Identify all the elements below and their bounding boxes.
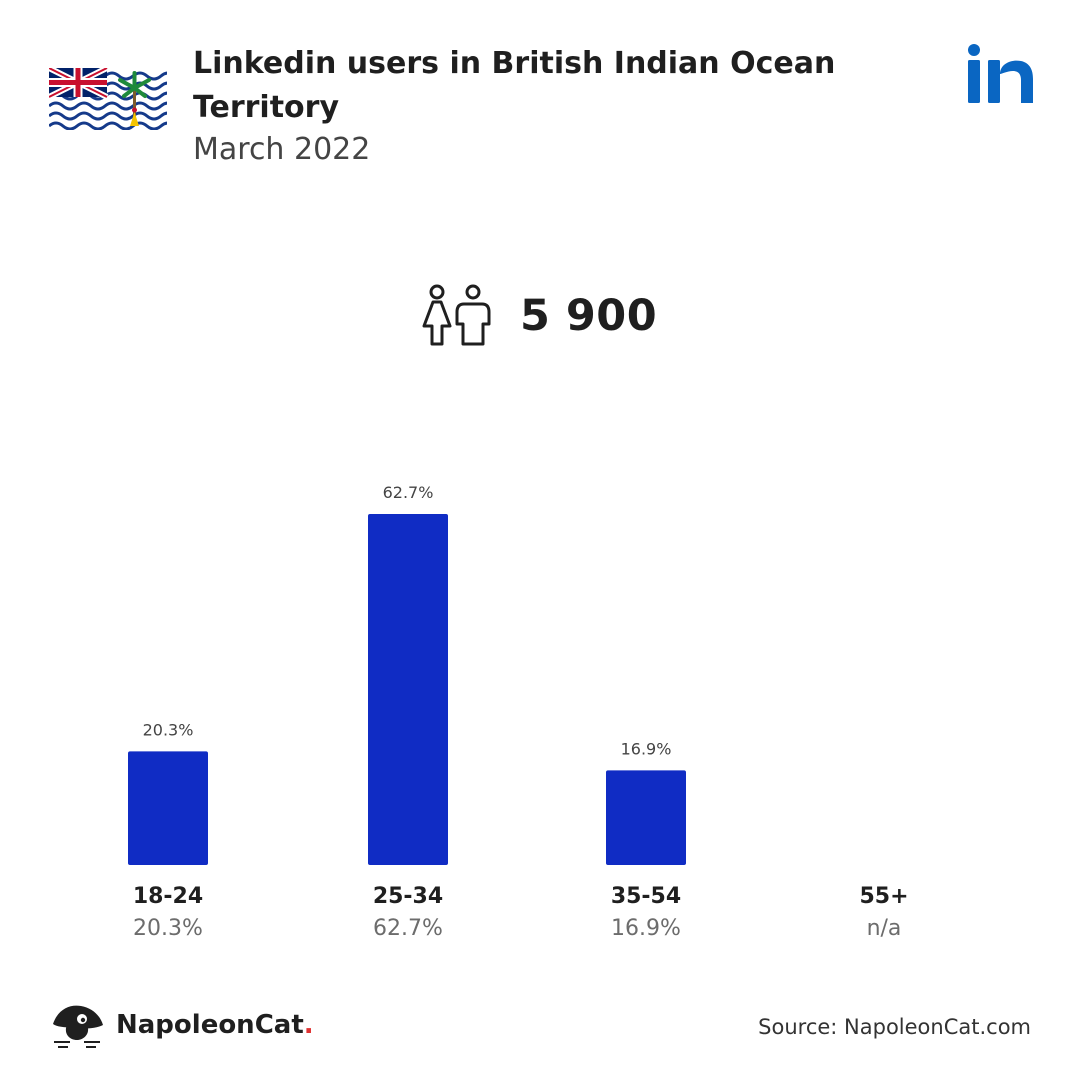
category-value-25-34: 62.7% — [373, 916, 443, 941]
bars-layer — [128, 514, 686, 865]
brand-name: NapoleonCat — [116, 1010, 304, 1040]
bar-25-34 — [368, 514, 448, 865]
category-value-18-24: 20.3% — [133, 916, 203, 941]
source-note: Source: NapoleonCat.com — [758, 1015, 1031, 1039]
bar-value-label-35-54: 16.9% — [621, 739, 672, 758]
category-value-35-54: 16.9% — [611, 916, 681, 941]
flag-icon — [47, 65, 176, 131]
category-label-55+: 55+ — [859, 884, 909, 909]
age-bar-chart: 20.3% 62.7% 16.9% — [128, 483, 686, 865]
total-users-value: 5 900 — [520, 291, 658, 341]
category-label-35-54: 35-54 — [610, 884, 682, 909]
bar-18-24 — [128, 751, 208, 865]
napoleoncat-icon — [53, 1005, 103, 1048]
napoleoncat-logo: NapoleonCat. — [48, 1000, 314, 1050]
category-value-55+: n/a — [866, 916, 902, 941]
total-users: 5 900 — [420, 282, 657, 350]
bar-value-label-25-34: 62.7% — [383, 483, 434, 502]
linkedin-icon — [966, 43, 1034, 104]
brand-dot: . — [303, 1010, 314, 1040]
bar-35-54 — [606, 770, 686, 865]
page-subtitle: March 2022 — [193, 132, 371, 167]
bar-value-label-18-24: 20.3% — [143, 720, 194, 739]
category-label-18-24: 18-24 — [132, 884, 204, 909]
bar-labels-layer: 20.3% 62.7% 16.9% — [143, 483, 672, 758]
page-title: Linkedin users in British Indian Ocean T… — [193, 46, 836, 125]
category-label-25-34: 25-34 — [372, 884, 444, 909]
people-icon — [422, 284, 491, 346]
napoleoncat-wordmark: NapoleonCat. — [116, 1000, 314, 1050]
